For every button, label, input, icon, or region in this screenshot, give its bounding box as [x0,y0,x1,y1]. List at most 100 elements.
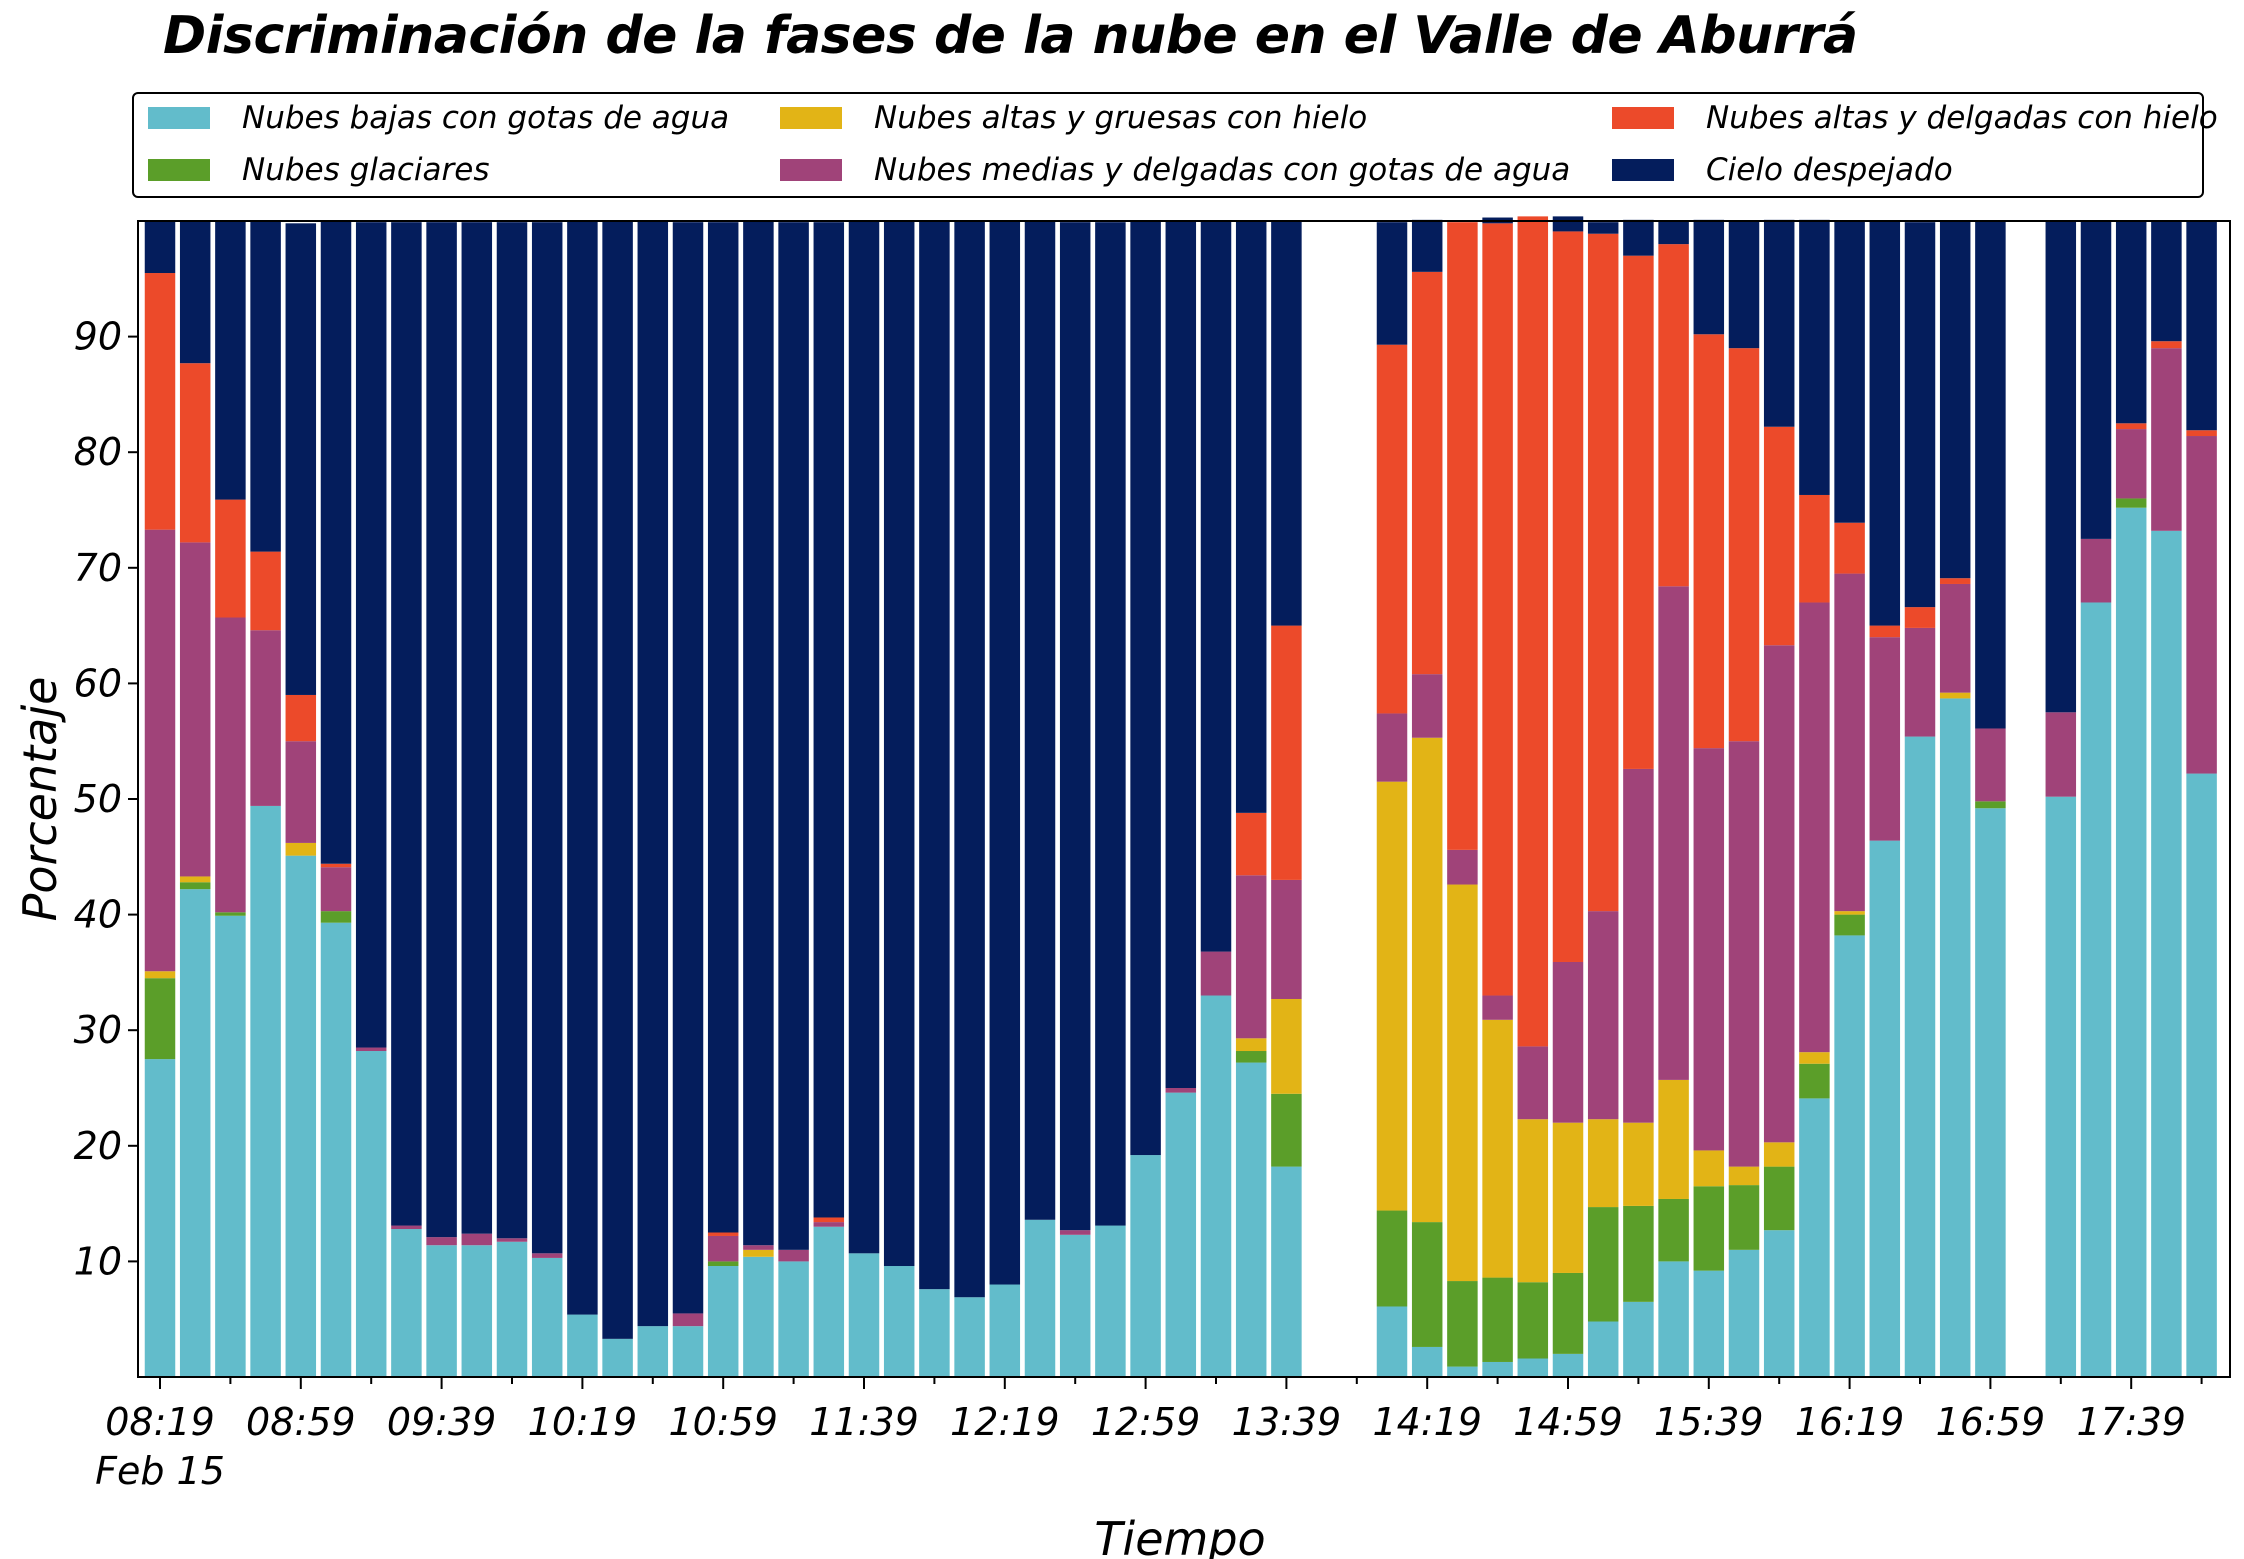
bar-segment [1869,637,1901,841]
bar-segment [813,1222,845,1227]
bar-segment [1869,840,1901,1377]
bar-segment [1130,1155,1161,1377]
x-tick-label: 10:19 [528,1400,638,1444]
bar-segment [637,1326,669,1377]
bar-segment [2186,773,2217,1377]
bar-segment [1587,1207,1619,1322]
bar-segment [1975,808,2006,1377]
bar-segment [1411,674,1443,738]
bar-segment [2186,221,2217,431]
bar-segment [1728,1249,1760,1377]
bar-segment [1411,737,1443,1223]
bar-segment [1939,692,1971,699]
bar-segment [1728,1185,1760,1250]
bar-segment [1552,1353,1584,1377]
legend-item-nubes-bajas: Nubes bajas con gotas de agua [148,98,729,138]
bar-segment [1658,221,1689,245]
bar-segment [1200,951,1232,996]
legend-label: Nubes medias y delgadas con gotas de agu… [874,152,1571,188]
bar-segment [1623,768,1654,1123]
legend-swatch [1612,159,1674,181]
bar-segment [2115,221,2147,424]
bar-segment [1271,625,1302,880]
bar-segment [2045,221,2077,713]
bar-segment [1834,914,1865,936]
bar-segment [1059,1234,1091,1377]
bar-segment [2115,429,2147,499]
bar-segment [1799,1052,1830,1064]
bar-segment [1587,222,1619,234]
bar-segment [1447,1281,1478,1367]
bar-segment [1904,736,1936,1377]
bar-segment [602,1338,633,1377]
bar-segment [1235,1062,1267,1377]
bar-segment [1623,1301,1654,1377]
bar-segment [778,1249,809,1262]
bar-segment [1939,698,1971,1377]
bar-segment [179,542,211,877]
bar-segment [1693,219,1725,335]
bar-segment [672,1313,704,1327]
bar-segment [1834,573,1865,912]
bars-layer [144,216,2217,1377]
bar-segment [707,1232,739,1236]
bar-segment [813,1226,845,1377]
bar-segment [1975,221,2006,729]
chart-title: Discriminación de la fases de la nube en… [163,6,1858,66]
x-date-label: Feb 15 [95,1449,225,1493]
bar-segment [531,222,563,1254]
bar-segment [707,222,739,1233]
legend-label: Cielo despejado [1706,152,1953,188]
bar-segment [1728,348,1760,742]
bar-segment [179,876,211,883]
bar-segment [1447,1366,1478,1377]
bar-segment [1411,271,1443,675]
bar-segment [1623,1122,1654,1206]
bar-segment [1235,875,1267,1039]
bar-segment [320,911,352,923]
bar-segment [250,551,281,631]
bar-segment [2151,221,2182,342]
bar-segment [1904,222,1936,608]
bar-segment [179,882,211,890]
x-tick-label: 12:59 [1091,1400,1201,1444]
bar-segment [1587,233,1619,912]
bar-segment [2115,423,2147,430]
bar-segment [1200,995,1232,1377]
bar-segment [778,222,809,1250]
bar-segment [285,855,317,1377]
x-tick-label: 09:39 [387,1400,497,1444]
bar-segment [1939,583,1971,693]
bar-segment [1165,221,1197,1088]
bar-segment [355,1047,387,1052]
bar-segment [1939,578,1971,584]
bar-segment [1482,1361,1513,1377]
bar-segment [1658,1079,1689,1199]
bar-segment [1799,602,1830,1053]
legend-item-nubes-medias: Nubes medias y delgadas con gotas de agu… [780,150,1570,190]
bar-segment [531,1257,563,1377]
bar-segment [1904,607,1936,628]
bar-segment [285,842,317,856]
legend-swatch [780,159,842,181]
bar-segment [1130,221,1161,1156]
legend-swatch [780,107,842,129]
legend-label: Nubes altas y gruesas con hielo [874,100,1368,136]
bar-segment [1059,1230,1091,1235]
bar-segment [1693,748,1725,1151]
bar-segment [2080,602,2112,1377]
bar-segment [179,221,211,364]
bar-segment [355,1051,387,1377]
bar-segment [1869,625,1901,638]
bar-segment [1024,1219,1056,1377]
bar-segment [2151,341,2182,349]
bar-segment [919,221,950,1290]
bar-segment [567,221,598,1315]
bar-segment [2115,498,2147,508]
legend-item-nubes-glaciares: Nubes glaciares [148,150,490,190]
legend-label: Nubes glaciares [242,152,490,188]
bar-segment [1024,221,1056,1220]
bar-segment [1271,1093,1302,1167]
bar-segment [707,1266,739,1377]
